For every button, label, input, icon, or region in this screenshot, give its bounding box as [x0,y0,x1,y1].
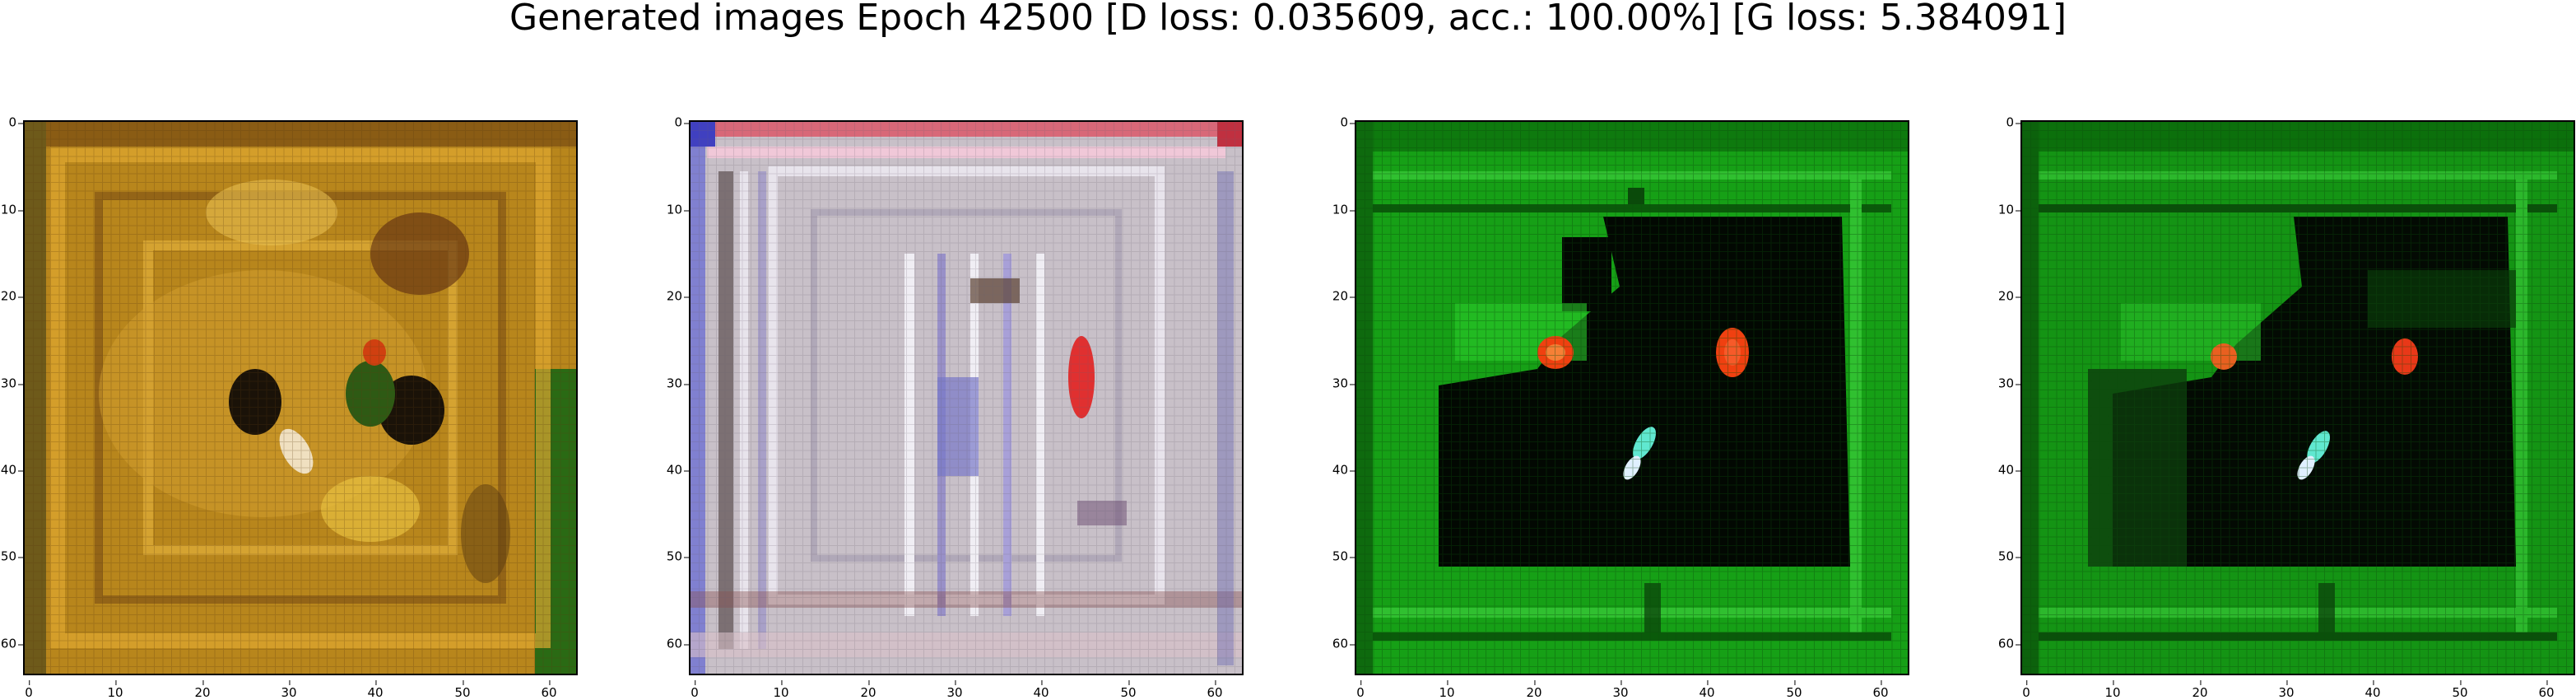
x-tick-label: 30 [281,680,297,700]
y-tick-label: 40 [666,462,690,478]
image-panel-1: 0 10 20 30 40 50 60 0 10 20 30 40 50 60 [1,116,578,699]
x-tick-label: 60 [1207,680,1223,700]
x-tick-label: 60 [1872,680,1889,700]
x-tick-label: 60 [2538,680,2555,700]
x-tick-label: 60 [541,680,557,700]
x-tick-label: 30 [1612,680,1629,700]
x-tick-label: 40 [1033,680,1049,700]
generated-image-1 [23,120,578,675]
x-tick-label: 30 [2278,680,2295,700]
y-tick-label: 0 [2006,114,2020,130]
y-tick-label: 40 [1332,462,1355,478]
x-tick-label: 20 [860,680,876,700]
y-tick-label: 50 [666,548,690,564]
y-tick-label: 10 [0,202,24,217]
y-tick-label: 10 [1332,202,1355,217]
figure-title: Generated images Epoch 42500 [D loss: 0.… [509,0,2067,39]
y-tick-label: 0 [8,114,23,130]
x-tick-label: 50 [454,680,471,700]
x-tick-label: 10 [2104,680,2121,700]
y-tick-label: 0 [1340,114,1355,130]
image-panel-4: 0 10 20 30 40 50 60 0 10 20 30 40 50 60 [1998,116,2575,699]
y-tick-label: 40 [1997,462,2021,478]
y-tick-label: 40 [0,462,24,478]
y-tick-label: 30 [1997,376,2021,391]
y-tick-label: 60 [1997,636,2021,651]
y-tick-label: 50 [1332,548,1355,564]
generated-image-3 [1355,120,1909,675]
y-tick-label: 0 [674,114,689,130]
x-tick-label: 0 [2022,680,2030,700]
y-tick-label: 10 [1997,202,2021,217]
y-tick-label: 60 [1332,636,1355,651]
x-tick-label: 10 [773,680,789,700]
x-tick-label: 50 [1120,680,1137,700]
y-tick-label: 20 [666,288,690,304]
x-tick-label: 30 [946,680,963,700]
y-tick-label: 20 [1997,288,2021,304]
x-tick-label: 40 [1699,680,1715,700]
x-tick-label: 0 [690,680,699,700]
x-tick-label: 10 [107,680,123,700]
x-tick-label: 20 [194,680,211,700]
y-tick-label: 20 [0,288,24,304]
image-panel-2: 0 10 20 30 40 50 60 0 10 20 30 40 50 60 [667,116,1244,699]
generated-image-4 [2020,120,2575,675]
x-tick-label: 40 [367,680,384,700]
generated-image-2 [689,120,1244,675]
y-tick-label: 30 [1332,376,1355,391]
x-tick-label: 0 [1356,680,1365,700]
y-tick-label: 30 [0,376,24,391]
y-tick-label: 50 [0,548,24,564]
x-tick-label: 50 [2452,680,2468,700]
x-tick-label: 20 [1526,680,1542,700]
x-tick-label: 50 [1786,680,1802,700]
x-tick-label: 0 [25,680,33,700]
image-panel-3: 0 10 20 30 40 50 60 0 10 20 30 40 50 60 [1332,116,1909,699]
y-tick-label: 30 [666,376,690,391]
y-tick-label: 50 [1997,548,2021,564]
x-tick-label: 20 [2192,680,2208,700]
y-tick-label: 20 [1332,288,1355,304]
x-tick-label: 40 [2364,680,2381,700]
y-tick-label: 60 [666,636,690,651]
y-tick-label: 60 [0,636,24,651]
y-tick-label: 10 [666,202,690,217]
x-tick-label: 10 [1439,680,1455,700]
